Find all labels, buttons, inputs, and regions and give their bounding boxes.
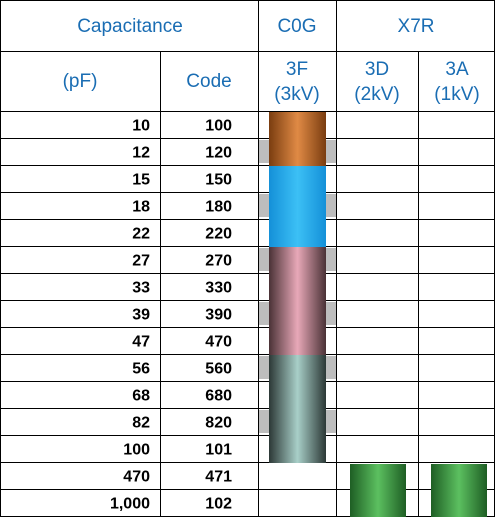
- header-3a-voltage: (1kV): [434, 84, 479, 105]
- chip-bar: [350, 464, 406, 517]
- capacitance-value: 18: [132, 199, 150, 216]
- header-pf: (pF): [63, 71, 98, 92]
- chip-tab: [326, 194, 336, 217]
- chip-bar: [269, 355, 326, 463]
- chip-tab: [259, 410, 269, 433]
- code-value: 820: [205, 415, 232, 432]
- capacitance-value: 47: [132, 334, 150, 351]
- code-value: 471: [205, 469, 232, 486]
- chip-tab: [326, 140, 336, 163]
- chip-tab: [326, 410, 336, 433]
- chip-bar: [269, 112, 326, 166]
- code-value: 150: [205, 172, 232, 189]
- chip-bar: [431, 464, 487, 517]
- code-value: 180: [205, 199, 232, 216]
- capacitance-value: 82: [132, 415, 150, 432]
- chip-tab: [259, 194, 269, 217]
- capacitance-value: 100: [123, 442, 150, 459]
- chip-bar: [269, 247, 326, 355]
- header-3f: 3F: [286, 59, 308, 80]
- page: Capacitance C0G X7R (pF) Code 3F (3kV) 3…: [0, 0, 495, 517]
- capacitance-value: 56: [132, 361, 150, 378]
- chip-bar: [269, 166, 326, 247]
- code-value: 120: [205, 145, 232, 162]
- header-x7r: X7R: [398, 16, 435, 37]
- capacitance-value: 22: [132, 226, 150, 243]
- header-code: Code: [186, 71, 231, 92]
- code-value: 102: [205, 496, 232, 513]
- code-value: 330: [205, 280, 232, 297]
- chip-tab: [326, 356, 336, 379]
- code-value: 220: [205, 226, 232, 243]
- capacitance-value: 39: [132, 307, 150, 324]
- code-value: 390: [205, 307, 232, 324]
- chip-tab: [259, 140, 269, 163]
- header-3f-voltage: (3kV): [274, 84, 319, 105]
- header-3a: 3A: [445, 59, 469, 80]
- capacitance-table: Capacitance C0G X7R (pF) Code 3F (3kV) 3…: [0, 0, 495, 517]
- code-value: 470: [205, 334, 232, 351]
- chip-tab: [259, 356, 269, 379]
- chip-tab: [259, 248, 269, 271]
- code-value: 560: [205, 361, 232, 378]
- header-3d: 3D: [365, 59, 389, 80]
- code-value: 270: [205, 253, 232, 270]
- header-capacitance: Capacitance: [77, 16, 183, 37]
- capacitance-value: 12: [132, 145, 150, 162]
- capacitance-value: 1,000: [110, 496, 150, 513]
- capacitance-value: 27: [132, 253, 150, 270]
- capacitance-value: 10: [132, 118, 150, 135]
- header-c0g: C0G: [277, 16, 316, 37]
- header-3d-voltage: (2kV): [354, 84, 399, 105]
- code-value: 100: [205, 118, 232, 135]
- chip-tab: [326, 302, 336, 325]
- capacitance-value: 68: [132, 388, 150, 405]
- code-value: 680: [205, 388, 232, 405]
- chip-tab: [259, 302, 269, 325]
- capacitance-value: 15: [132, 172, 150, 189]
- capacitance-value: 33: [132, 280, 150, 297]
- capacitance-value: 470: [123, 469, 150, 486]
- code-value: 101: [205, 442, 232, 459]
- chip-tab: [326, 248, 336, 271]
